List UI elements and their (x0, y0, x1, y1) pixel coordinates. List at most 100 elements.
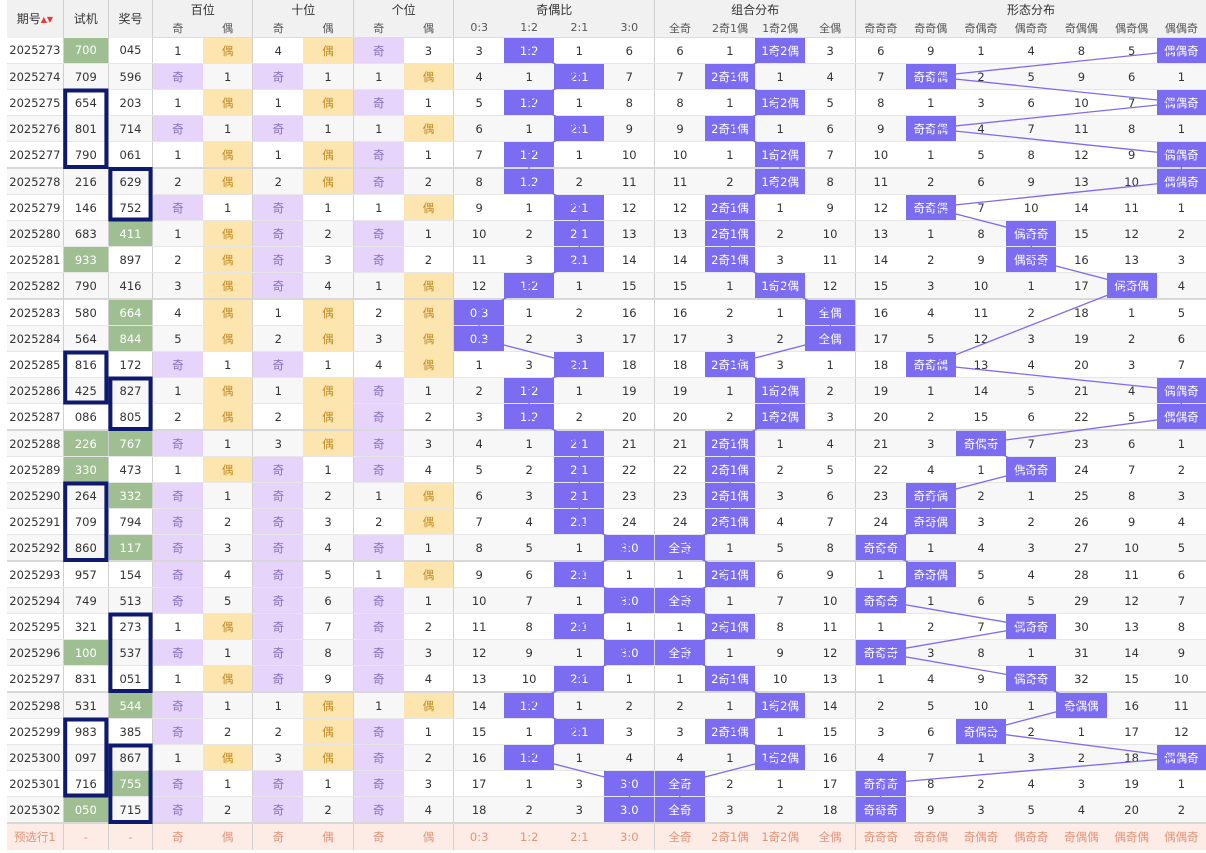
units-cell: 奇 (352, 168, 404, 195)
units-cell: 奇 (352, 639, 404, 666)
ratio-cell: 18 (453, 796, 505, 824)
preselect-option-cell[interactable]: 全奇 (654, 822, 705, 850)
ratio-cell: 5 (504, 534, 555, 562)
combo-cell: 全奇 (654, 639, 705, 666)
preselect-option-cell[interactable]: 偶 (202, 822, 253, 850)
hundreds-cell: 奇 (152, 770, 203, 797)
ratio-cell: 2:1 (554, 665, 605, 693)
form-cell: 2 (905, 246, 956, 273)
units-cell: 奇 (352, 718, 404, 745)
form-cell: 12 (1106, 587, 1157, 614)
table-row: 2025299 983 385 奇 2 2 偶奇 1 15 1 2:1 3 3 2奇1偶 1 15 3 6 奇偶奇 2… (7, 718, 1206, 745)
preselect-option-cell[interactable]: 偶 (403, 822, 454, 850)
ratio-cell: 2:1 (554, 561, 605, 588)
preselect-option-cell[interactable]: 奇偶奇 (955, 822, 1007, 850)
test-number-cell: 146 (62, 194, 109, 221)
preselect-option-cell[interactable]: 偶奇奇 (1006, 822, 1057, 850)
hundreds-cell: 1 (202, 63, 253, 90)
form-cell: 10 (1056, 89, 1107, 116)
combo-cell: 2奇1偶 (704, 220, 756, 247)
preselect-option-cell[interactable]: 奇 (252, 822, 304, 850)
ratio-cell: 1 (604, 613, 655, 640)
form-header-2: 奇偶奇 (955, 18, 1007, 38)
preselect-option-cell[interactable]: 3:0 (604, 822, 655, 850)
form-header-3: 偶奇奇 (1006, 18, 1057, 38)
combo-cell: 2奇1偶 (704, 508, 756, 535)
preselect-option-cell[interactable]: 奇奇偶 (905, 822, 956, 850)
sort-arrows-icon[interactable]: ▲▼ (40, 15, 54, 25)
tens-cell: 1 (252, 89, 304, 116)
combo-cell: 1 (704, 272, 756, 300)
ratio-cell: 1 (453, 351, 505, 378)
combo-cell: 1奇2偶 (755, 89, 806, 116)
period-cell: 2025285 (7, 351, 64, 378)
preselect-option-cell[interactable]: 1:2 (504, 822, 555, 850)
tens-cell: 奇 (252, 194, 304, 221)
test-number-cell: 683 (62, 220, 109, 247)
combo-cell: 1奇2偶 (755, 141, 806, 169)
tens-cell: 偶 (303, 89, 354, 116)
form-cell: 5 (905, 325, 956, 352)
ratio-cell: 2 (504, 796, 555, 824)
ratio-cell: 13 (604, 220, 655, 247)
ratio-cell: 1:2 (504, 168, 555, 195)
combo-cell: 1奇2偶 (755, 168, 806, 195)
preselect-option-cell[interactable]: 全偶 (805, 822, 856, 850)
tens-cell: 5 (303, 561, 354, 588)
form-cell: 5 (1106, 403, 1157, 431)
table-row: 2025287 086 805 2 偶 2 偶奇 2 3 1:2 2 20 20 2 1奇2偶 3 20 2 15 6… (7, 403, 1206, 431)
preselect-option-cell[interactable]: 奇奇奇 (854, 822, 906, 850)
units-cell: 3 (403, 37, 454, 64)
ratio-cell: 3:0 (604, 639, 655, 666)
preselect-option-cell[interactable]: 2奇1偶 (704, 822, 756, 850)
preselect-option-cell[interactable]: 奇 (152, 822, 203, 850)
preselect-option-cell[interactable]: 1奇2偶 (755, 822, 806, 850)
preselect-option-cell[interactable]: 0:3 (453, 822, 505, 850)
combo-cell: 1 (704, 37, 756, 64)
units-cell: 1 (403, 587, 454, 614)
tens-cell: 偶 (303, 37, 354, 64)
ratio-cell: 1 (504, 770, 555, 797)
form-cell: 15 (854, 272, 906, 300)
preselect-option-cell[interactable]: 2:1 (554, 822, 605, 850)
test-number-cell: 216 (62, 168, 109, 195)
combo-cell: 7 (654, 63, 705, 90)
ratio-cell: 5 (453, 456, 505, 483)
preselect-row[interactable]: 预选行1- - 奇偶奇偶奇偶 0:3 1:2 2:1 3:0 全奇 2奇1偶 1奇2偶 全偶 奇奇奇奇… (7, 822, 1206, 850)
combo-cell: 全偶 (805, 299, 856, 326)
test-number-cell: 790 (62, 141, 109, 169)
preselect-option-cell[interactable]: 奇偶偶 (1056, 822, 1107, 850)
tens-cell: 奇 (252, 220, 304, 247)
form-cell: 偶奇奇 (1006, 246, 1057, 273)
ratio-cell: 1 (604, 665, 655, 693)
form-cell: 7 (1006, 115, 1057, 142)
preselect-option-cell[interactable]: 偶 (303, 822, 354, 850)
ratio-cell: 3:0 (604, 587, 655, 614)
preselect-option-cell[interactable]: 偶偶奇 (1156, 822, 1206, 850)
preselect-option-cell[interactable]: 奇 (352, 822, 404, 850)
units-cell: 1 (352, 194, 404, 221)
tens-cell: 2 (252, 325, 304, 352)
ratio-cell: 15 (453, 718, 505, 745)
preselect-label[interactable]: 预选行1 (7, 822, 64, 850)
preselect-option-cell[interactable]: 偶奇偶 (1106, 822, 1157, 850)
form-cell: 28 (1056, 561, 1107, 588)
ratio-cell: 3:0 (604, 534, 655, 562)
hundreds-cell: 偶 (202, 168, 253, 195)
form-cell: 3 (1156, 246, 1206, 273)
period-column-header[interactable]: 期号▲▼ (7, 0, 64, 38)
tens-cell: 3 (252, 744, 304, 771)
hundreds-cell: 偶 (202, 456, 253, 483)
hundreds-odd-header: 奇 (152, 18, 203, 38)
form-cell: 偶奇偶 (1106, 272, 1157, 300)
form-cell: 4 (1006, 770, 1057, 797)
combo-cell: 12 (805, 272, 856, 300)
combo-cell: 6 (654, 37, 705, 64)
tens-cell: 偶 (303, 744, 354, 771)
tens-cell: 4 (252, 37, 304, 64)
test-number-cell: 957 (62, 561, 109, 588)
tens-cell: 1 (252, 141, 304, 169)
form-cell: 5 (1106, 37, 1157, 64)
hundreds-cell: 偶 (202, 377, 253, 404)
form-cell: 1 (905, 377, 956, 404)
